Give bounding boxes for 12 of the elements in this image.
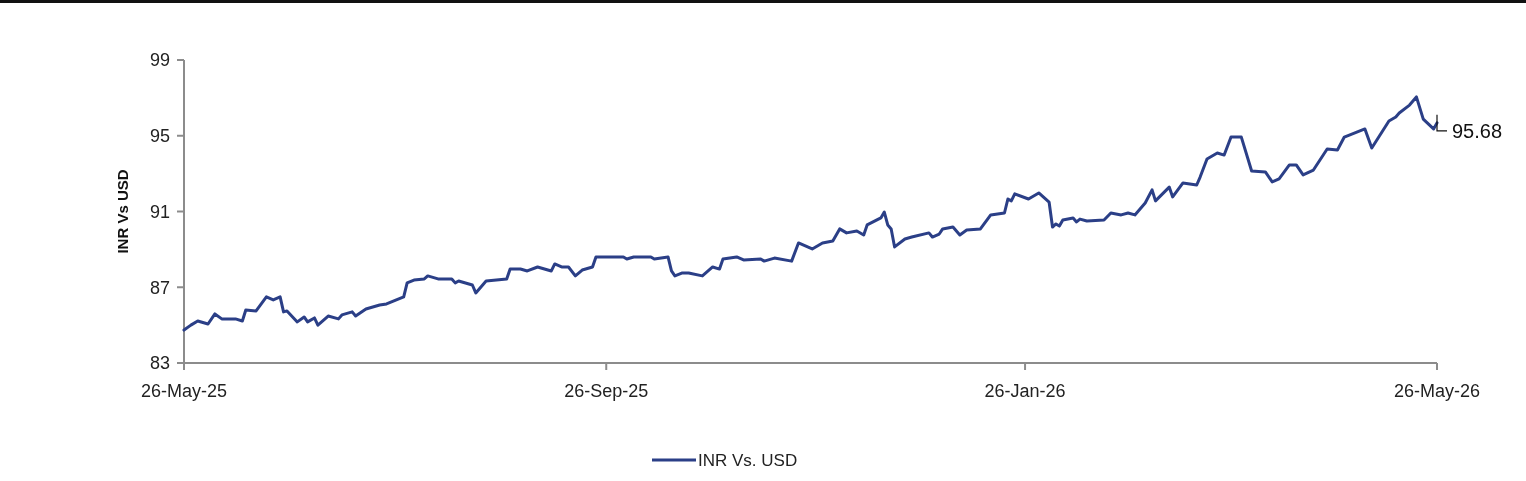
y-tick-label: 95 [149, 126, 170, 147]
x-tick-label: 26-May-25 [140, 381, 228, 401]
x-tick-label: 26-May-26 [1393, 381, 1481, 401]
y-tick-label: 83 [149, 353, 170, 374]
x-tick-label: 26-Sep-25 [564, 381, 649, 401]
y-tick-label: 91 [149, 201, 170, 222]
legend-label: INR Vs. USD [698, 451, 798, 470]
y-tick-label: 99 [149, 50, 170, 71]
y-tick-label: 87 [149, 277, 170, 298]
annotation: 95.68 [1452, 119, 1503, 142]
x-tick-label: 26-Jan-26 [984, 381, 1066, 401]
y-axis-title: INR Vs USD [114, 169, 131, 254]
